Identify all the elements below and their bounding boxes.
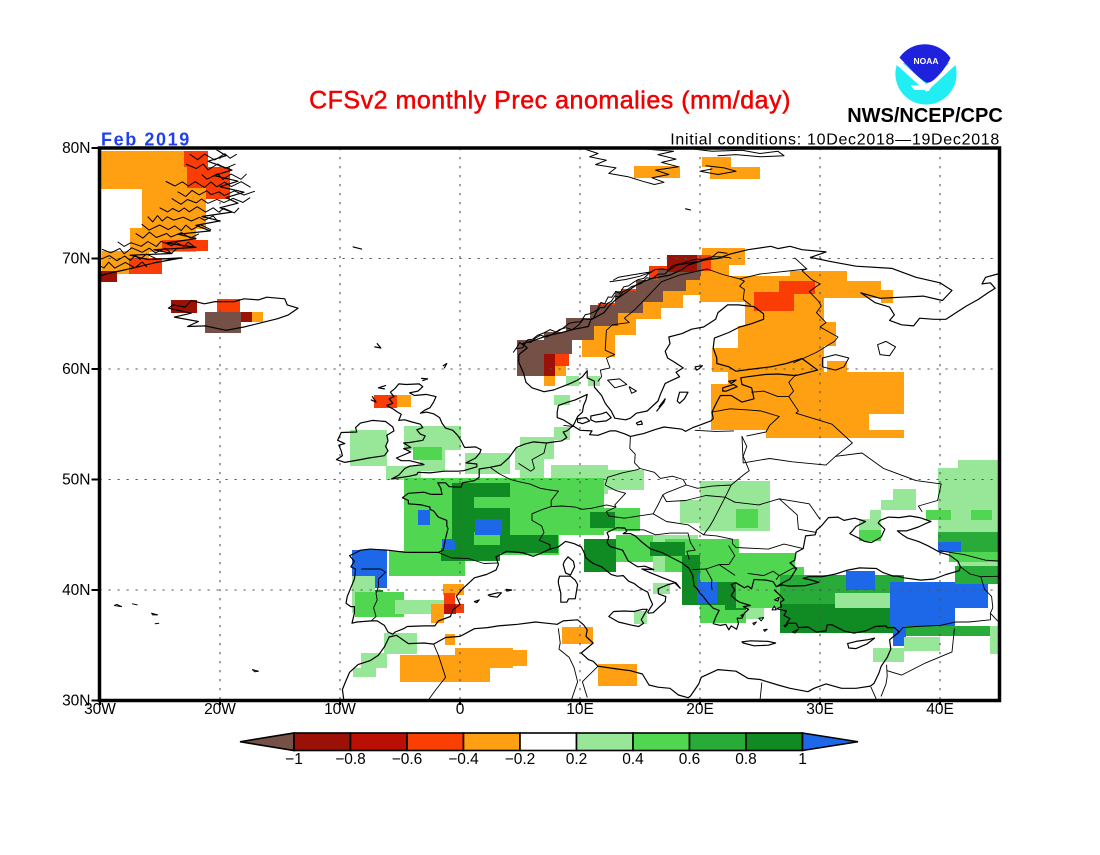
svg-text:NWS/NCEP/CPC: NWS/NCEP/CPC [847,105,1003,127]
svg-text:−0.4: −0.4 [448,751,479,768]
svg-text:20E: 20E [686,701,714,718]
svg-text:−0.6: −0.6 [392,751,423,768]
svg-text:0.2: 0.2 [566,751,588,768]
svg-text:−0.8: −0.8 [335,751,366,768]
svg-text:Initial conditions: 10Dec2018—: Initial conditions: 10Dec2018—19Dec2018 [670,132,1000,149]
svg-text:1: 1 [798,751,807,768]
svg-text:CFSv2 monthly Prec anomalies (: CFSv2 monthly Prec anomalies (mm/day) [309,87,791,115]
svg-text:−0.2: −0.2 [505,751,536,768]
svg-text:10W: 10W [324,701,356,718]
svg-text:−1: −1 [285,751,303,768]
svg-text:10E: 10E [566,701,594,718]
svg-text:20W: 20W [204,701,236,718]
svg-text:40N: 40N [62,582,90,599]
svg-text:50N: 50N [62,472,90,489]
svg-text:60N: 60N [62,361,90,378]
svg-text:70N: 70N [62,251,90,268]
svg-text:Feb 2019: Feb 2019 [101,130,191,150]
svg-text:80N: 80N [62,140,90,157]
svg-text:30E: 30E [806,701,834,718]
svg-text:30N: 30N [62,693,90,710]
svg-text:30W: 30W [84,701,116,718]
svg-text:NOAA: NOAA [913,56,938,66]
svg-text:0.6: 0.6 [679,751,701,768]
svg-text:0.4: 0.4 [622,751,644,768]
svg-text:0: 0 [456,701,465,718]
svg-text:0.8: 0.8 [735,751,757,768]
svg-text:40E: 40E [926,701,954,718]
